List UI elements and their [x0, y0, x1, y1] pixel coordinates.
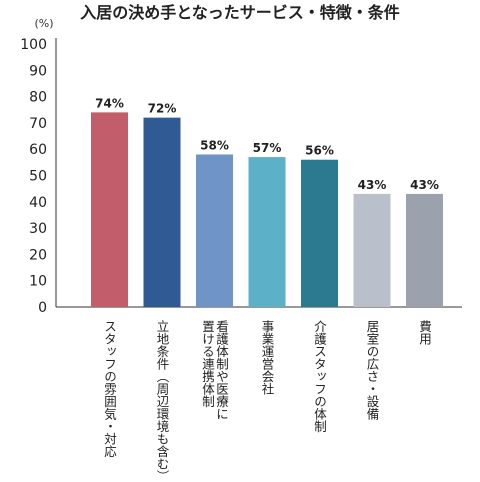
- category-label: 立地条件（周辺環境も含む）: [155, 319, 170, 482]
- value-label: 72%: [148, 102, 177, 116]
- y-unit-label: (%): [34, 17, 53, 30]
- value-label: 58%: [200, 138, 229, 152]
- value-label: 74%: [95, 96, 124, 110]
- bar: [353, 193, 391, 307]
- bar: [91, 112, 128, 307]
- y-tick-label: 40: [29, 195, 47, 211]
- bar: [196, 154, 233, 307]
- y-tick-label: 50: [29, 169, 47, 185]
- y-tick-label: 60: [29, 142, 47, 158]
- y-tick-label: 80: [29, 90, 47, 106]
- chart-title: 入居の決め手となったサービス・特徴・条件: [80, 3, 400, 22]
- value-label: 57%: [253, 141, 282, 155]
- category-label: 置ける連携体制: [200, 320, 215, 408]
- category-label: 居室の広さ・設備: [365, 320, 380, 421]
- value-label: 56%: [305, 144, 334, 158]
- bar: [248, 157, 286, 307]
- y-tick-label: 10: [29, 274, 47, 290]
- y-tick-label: 30: [29, 221, 47, 237]
- bars: [91, 112, 443, 307]
- category-label: 事業運営会社: [260, 320, 275, 395]
- y-tick-label: 20: [29, 247, 47, 263]
- y-tick-label: 0: [38, 300, 47, 316]
- labels: 74% スタッフの雰囲気・対応 72% 立地条件（周辺環境も含む） 58% 看護体制や医療…: [95, 96, 439, 482]
- bar: [143, 117, 181, 307]
- value-label: 43%: [358, 178, 387, 192]
- bar: [301, 159, 338, 307]
- category-label: スタッフの雰囲気・対応: [102, 320, 117, 458]
- category-label: 看護体制や医療に: [214, 320, 229, 420]
- category-label: 費用: [417, 319, 432, 346]
- y-tick-label: 100: [20, 37, 47, 53]
- value-label: 43%: [410, 178, 439, 192]
- axes: 0 10 20 30 40 50 60 70 80 90 100: [20, 37, 462, 316]
- category-label: 介護スタッフの体制: [312, 320, 327, 433]
- bar: [406, 193, 443, 307]
- y-tick-label: 90: [29, 63, 47, 79]
- y-tick-label: 70: [29, 116, 47, 132]
